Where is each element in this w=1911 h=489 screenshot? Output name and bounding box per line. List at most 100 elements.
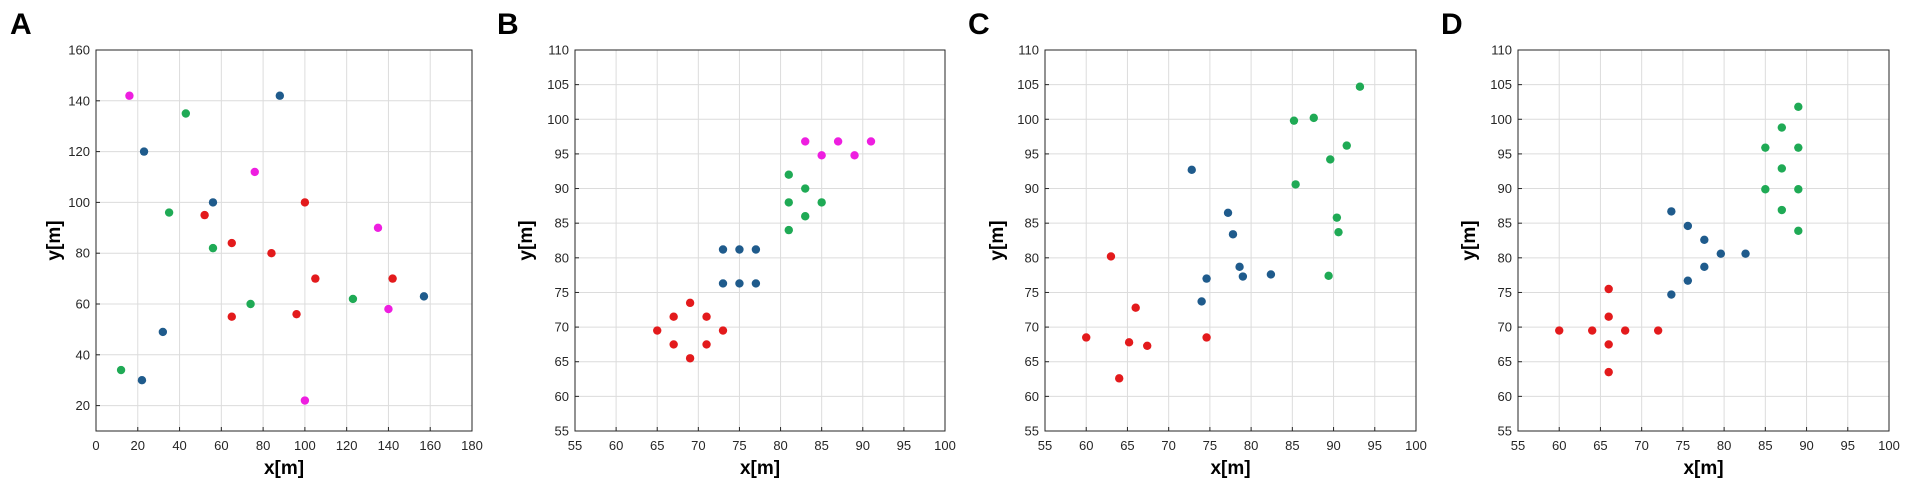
panel-d-point-red [1588, 326, 1597, 335]
panel-a-letter: A [10, 8, 32, 41]
panel-c-x-tick-label: 85 [1285, 438, 1299, 453]
panel-b-point-blue [751, 245, 761, 254]
panel-b-point-red [669, 340, 678, 349]
panel-a-y-tick-label: 160 [68, 43, 90, 58]
panel-d-x-tick-label: 100 [1878, 438, 1900, 453]
panel-c-point-green [1334, 227, 1343, 237]
panel-c-letter: C [968, 8, 990, 41]
panel-c-y-tick-label: 110 [1018, 43, 1039, 58]
panel-b-point-red [718, 326, 728, 335]
panel-b-point-magenta [801, 137, 810, 146]
panel-d-x-tick-label: 95 [1841, 438, 1855, 453]
panel-d-point-green [1794, 226, 1803, 236]
panel-d-y-tick-label: 100 [1490, 112, 1512, 127]
panel-a-point-green [164, 208, 174, 217]
panel-d-point-blue [1716, 249, 1726, 258]
panel-d-y-tick-label: 60 [1498, 389, 1512, 404]
panel-b-y-tick-label: 95 [555, 146, 569, 161]
panel-c-point-blue [1266, 270, 1276, 279]
panel-a-point-red [311, 274, 320, 283]
panel-a-y-tick-label: 80 [76, 246, 90, 261]
panel-b-point-green [817, 198, 826, 207]
panel-b-point-blue [735, 279, 744, 288]
panel-c-y-tick-label: 75 [1025, 285, 1039, 300]
panel-b-point-red [702, 312, 711, 321]
panel-c-y-tick-label: 80 [1025, 250, 1039, 265]
panel-a-point-red [267, 249, 276, 258]
panel-a-x-tick-label: 40 [172, 438, 186, 453]
panel-d-point-green [1761, 185, 1770, 194]
panel-b-point-blue [718, 245, 728, 254]
panel-d-point-green [1794, 185, 1803, 194]
panel-c-point-green [1291, 180, 1300, 189]
panel-d-y-tick-label: 110 [1491, 43, 1512, 58]
panel-a-point-magenta [373, 223, 383, 232]
panel-b-y-tick-label: 105 [547, 77, 569, 92]
panel-c-point-blue [1223, 208, 1233, 217]
panel-b-x-tick-label: 85 [814, 438, 828, 453]
panel-a-y-tick-label: 60 [76, 297, 90, 312]
panel-a-point-blue [158, 327, 168, 337]
panel-b-x-tick-label: 100 [934, 438, 956, 453]
panel-b-x-tick-label: 70 [691, 438, 705, 453]
panel-c-x-tick-label: 100 [1405, 438, 1427, 453]
panel-a-y-tick-label: 140 [68, 93, 90, 108]
panel-d-point-red [1653, 326, 1663, 335]
panel-b-point-green [784, 225, 793, 235]
panel-a-point-green [246, 299, 255, 309]
panel-b: B 55 60 65 70 75 80 85 90 95 100 55 60 65 70 75 80 85 90 9… [497, 8, 956, 479]
chart-d: 55 60 65 70 75 80 85 90 95 100 55 60 65 70 75 80 85 90 95 1… [1490, 43, 1900, 454]
panel-d-point-blue [1683, 276, 1693, 285]
panel-a-y-tick-label: 40 [76, 347, 90, 362]
panel-b-x-tick-label: 55 [568, 438, 582, 453]
panel-a-point-blue [208, 198, 218, 207]
panel-b-x-tick-label: 75 [732, 438, 746, 453]
panel-a-point-red [292, 309, 301, 319]
panel-c-point-red [1143, 341, 1152, 350]
panel-a-point-blue [275, 91, 285, 100]
panel-b-point-green [801, 184, 810, 193]
panel-d-point-green [1794, 102, 1803, 112]
panel-c-point-red [1202, 333, 1211, 342]
panel-b-letter: B [497, 8, 519, 41]
panel-b-y-tick-label: 100 [547, 112, 569, 127]
panel-c-y-tick-label: 95 [1025, 146, 1039, 161]
panel-d-point-red [1604, 284, 1613, 294]
panel-d-y-tick-label: 85 [1498, 216, 1512, 231]
panel-a-x-tick-label: 0 [92, 438, 99, 453]
panel-c-x-tick-label: 95 [1368, 438, 1382, 453]
panel-a-y-tick-label: 20 [76, 398, 90, 413]
panel-d-point-green [1777, 205, 1787, 215]
panel-c-x-axis-title: x[m] [1210, 458, 1250, 479]
panel-d-point-red [1604, 340, 1613, 349]
panel-d-x-tick-label: 90 [1799, 438, 1813, 453]
panel-b-point-blue [718, 279, 728, 288]
panel-b-x-tick-label: 60 [609, 438, 623, 453]
panel-b-point-red [685, 354, 695, 363]
panel-c-point-blue [1197, 297, 1206, 306]
chart-a: 0 20 40 60 80 100 120 140 160 180 20 40 60 80 100 120 14… [68, 43, 483, 454]
panel-c-point-green [1342, 141, 1351, 150]
panel-c-point-blue [1228, 230, 1238, 239]
panel-d-x-tick-label: 60 [1552, 438, 1566, 453]
panel-c-x-tick-label: 75 [1203, 438, 1217, 453]
panel-c-point-red [1115, 374, 1124, 383]
panel-a-point-green [181, 109, 191, 118]
panel-b-point-green [784, 198, 793, 207]
panel-c-point-blue [1187, 165, 1196, 175]
panel-b-y-tick-label: 70 [555, 320, 569, 335]
panel-a-point-red [388, 274, 397, 283]
panel-a-point-green [348, 294, 358, 304]
panel-d-x-tick-label: 65 [1593, 438, 1607, 453]
panel-d-point-blue [1683, 221, 1693, 231]
panel-a-point-red [300, 198, 310, 207]
panel-a-x-tick-label: 140 [378, 438, 400, 453]
panel-c-y-tick-label: 100 [1017, 112, 1039, 127]
panel-d-point-blue [1667, 290, 1676, 299]
panel-a-x-axis-title: x[m] [264, 458, 304, 479]
panel-c-y-tick-label: 90 [1025, 181, 1039, 196]
panel-c-y-tick-label: 105 [1017, 77, 1039, 92]
chart-b: 55 60 65 70 75 80 85 90 95 100 55 60 65 70 75 80 85 90 95 1… [547, 43, 956, 454]
panel-d-y-tick-label: 75 [1498, 285, 1512, 300]
panel-c-y-tick-label: 85 [1025, 216, 1039, 231]
